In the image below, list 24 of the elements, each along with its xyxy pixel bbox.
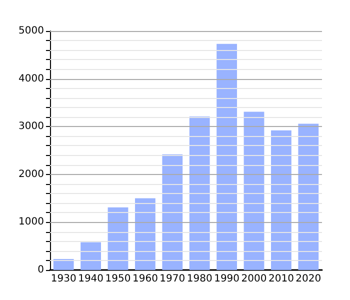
bar bbox=[135, 198, 156, 270]
bar bbox=[189, 116, 210, 270]
x-tick-label: 1980 bbox=[186, 274, 212, 284]
x-tick-label: 1990 bbox=[214, 274, 240, 284]
y-tick-label: 2000 bbox=[18, 168, 44, 180]
y-tick-label: 1000 bbox=[18, 216, 44, 228]
y-tick-label: 0 bbox=[38, 264, 44, 276]
bar bbox=[298, 124, 319, 270]
bar bbox=[271, 130, 292, 270]
x-tick-label: 1960 bbox=[132, 274, 158, 284]
bar bbox=[216, 44, 237, 270]
y-tick-label: 5000 bbox=[18, 26, 44, 36]
x-tick-label: 1940 bbox=[78, 274, 104, 284]
x-tick-label: 1950 bbox=[105, 274, 131, 284]
bar bbox=[162, 154, 183, 270]
bar bbox=[80, 242, 101, 270]
x-tick-label: 1930 bbox=[50, 274, 76, 284]
x-tick-label: 1970 bbox=[160, 274, 186, 284]
x-tick-label: 2020 bbox=[296, 274, 322, 284]
bar bbox=[53, 259, 74, 270]
y-tick-label: 3000 bbox=[18, 121, 44, 132]
x-tick-label: 2000 bbox=[241, 274, 267, 284]
y-tick-label: 4000 bbox=[18, 73, 44, 84]
x-tick-label: 2010 bbox=[268, 274, 294, 284]
